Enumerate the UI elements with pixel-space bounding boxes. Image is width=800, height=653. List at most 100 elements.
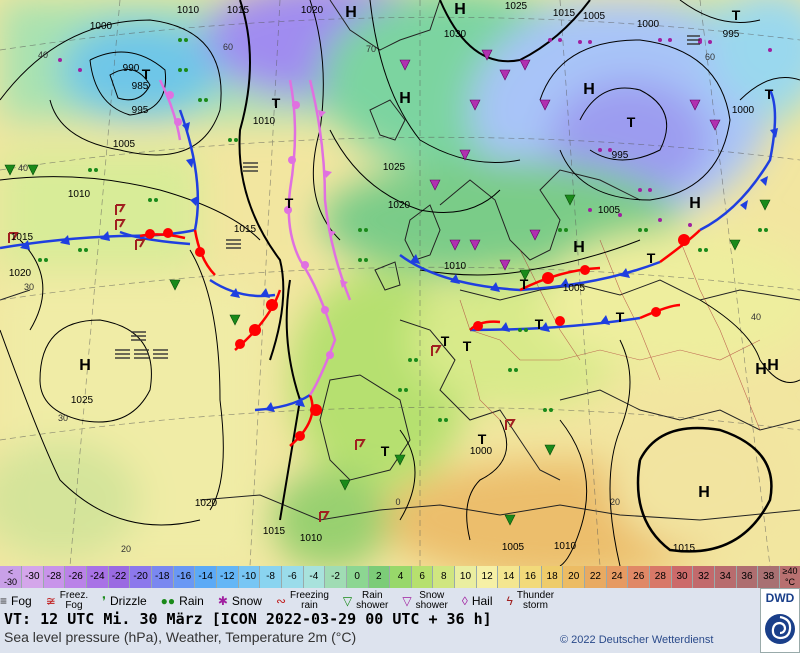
temperature-scale-cell: 28 <box>650 566 672 588</box>
temperature-scale-cell: 4 <box>390 566 412 588</box>
front-symbols <box>20 91 778 441</box>
high-pressure-center: H <box>583 81 595 98</box>
weather-legend: ≡ Fog ≆ Freez. Fog ❜ Drizzle ●● Rain ✱ Snow ∾ Freezi… <box>0 590 760 612</box>
temperature-scale-cell: 2 <box>368 566 391 588</box>
high-pressure-center: H <box>79 357 91 374</box>
legend-item: ≡ Fog <box>0 590 32 612</box>
isobar-label: 1005 <box>583 11 606 22</box>
legend-label: Snow <box>231 594 262 608</box>
temperature-scale-cell: 10 <box>455 566 477 588</box>
low-pressure-center: T <box>272 95 281 111</box>
low-pressure-center: T <box>463 338 472 354</box>
temperature-scale-cell: -6 <box>281 566 304 588</box>
isobar-label: 1010 <box>444 261 467 272</box>
legend-label: Rain <box>179 594 204 608</box>
isobar-label: 1025 <box>383 162 406 173</box>
weather-symbols <box>4 35 772 526</box>
legend-item: ∾ Freezing rain <box>276 590 329 612</box>
thunderstorm-symbols <box>8 204 516 522</box>
isobar-label: 1010 <box>300 533 323 544</box>
temperature-scale-cell: -24 <box>86 566 109 588</box>
temperature-scale-cell: 16 <box>520 566 542 588</box>
isobar-label: 1000 <box>90 21 113 32</box>
copyright: © 2022 Deutscher Wetterdienst <box>560 634 714 646</box>
low-pressure-center: T <box>285 195 294 211</box>
temperature-scale-cell: 36 <box>736 566 759 588</box>
temperature-scale-cell: 12 <box>476 566 499 588</box>
isobar-label: 1015 <box>673 543 696 554</box>
high-pressure-center: H <box>454 1 466 18</box>
legend-item: ●● Rain <box>161 590 204 612</box>
cold-front <box>0 228 196 250</box>
temperature-scale-cell: 8 <box>433 566 456 588</box>
temperature-scale-cell: -18 <box>151 566 174 588</box>
legend-panel: < -30 -30 -28 -26 -24 -22 -20 -18 -16 -14 -12 -10 -8-… <box>0 566 800 653</box>
isobar-label: 1010 <box>68 189 91 200</box>
temperature-label: 30 <box>58 413 68 423</box>
temperature-scale-cell: -4 <box>303 566 326 588</box>
temperature-scale-cell: -28 <box>43 566 66 588</box>
map-description: Sea level pressure (hPa), Weather, Tempe… <box>4 629 357 645</box>
temperature-label: 60 <box>705 52 715 62</box>
legend-label: Fog <box>11 594 32 608</box>
rain-icon: ●● <box>160 594 176 608</box>
drizzle-icon: ❜ <box>102 594 106 608</box>
freezing-rain-icon: ∾ <box>275 594 286 608</box>
hail-icon: ◊ <box>461 594 468 608</box>
temperature-label: 40 <box>18 163 28 173</box>
isobar-label: 1015 <box>553 8 576 19</box>
fog-icon: ≡ <box>0 594 8 608</box>
scale-end-cell: ≥40 °C <box>780 566 800 588</box>
high-pressure-center: H <box>573 239 585 256</box>
warm-front <box>519 266 601 292</box>
isobar-label: 1005 <box>502 542 525 553</box>
temperature-scale-cell: 38 <box>758 566 780 588</box>
isobar-label: 1020 <box>9 268 32 279</box>
occluded-front <box>158 79 182 141</box>
fog-lines <box>115 35 700 359</box>
temperature-label: 30 <box>24 282 34 292</box>
warm-front <box>469 320 501 331</box>
temperature-scale-cell: 0 <box>346 566 369 588</box>
low-pressure-center: T <box>478 431 487 447</box>
temperature-scale-cell: 24 <box>606 566 629 588</box>
low-pressure-center: T <box>627 114 636 130</box>
temperature-scale-cell: -26 <box>65 566 87 588</box>
dwd-logo: DWD <box>760 588 800 653</box>
thunderstorm-icon: ϟ <box>506 594 513 608</box>
temperature-scale-cell: -20 <box>130 566 152 588</box>
legend-label: Drizzle <box>109 594 147 608</box>
temperature-scale-cell: < -30 <box>0 566 22 588</box>
temperature-scale-cell: 34 <box>715 566 737 588</box>
valid-time: VT: 12 UTC Mi. 30 März [ICON 2022-03-29 … <box>4 610 492 628</box>
cold-front <box>699 89 777 232</box>
isobar-label: 1010 <box>177 5 200 16</box>
low-pressure-center: T <box>616 309 625 325</box>
temperature-scale-cell: -10 <box>238 566 261 588</box>
isobar-label: 990 <box>123 63 140 74</box>
isobar-label: 1020 <box>388 200 411 211</box>
isobar-label: 1020 <box>195 498 218 509</box>
temperature-scale-cell: -22 <box>108 566 131 588</box>
temperature-scale-cell: 20 <box>563 566 586 588</box>
isobar-label: 1015 <box>11 232 34 243</box>
low-pressure-center: T <box>765 86 774 102</box>
snow-stars <box>58 38 772 227</box>
legend-item: ▽ Snow shower <box>402 590 447 612</box>
temperature-field <box>0 0 800 566</box>
isobar-label: 985 <box>132 81 149 92</box>
legend-label: Hail <box>471 594 493 608</box>
isobar-label: 1000 <box>470 446 493 457</box>
freezing-fog-icon: ≆ <box>45 594 56 608</box>
legend-label: Snow shower <box>415 590 448 611</box>
cold-front <box>119 230 191 246</box>
cold-front <box>469 316 641 332</box>
warm-front <box>289 394 314 447</box>
high-pressure-center: H <box>345 4 357 21</box>
isobar-label: 1005 <box>563 283 586 294</box>
legend-label: Rain shower <box>356 590 389 611</box>
temperature-scale-cell: 14 <box>498 566 521 588</box>
rain-shower-icon: ▽ <box>342 594 353 608</box>
